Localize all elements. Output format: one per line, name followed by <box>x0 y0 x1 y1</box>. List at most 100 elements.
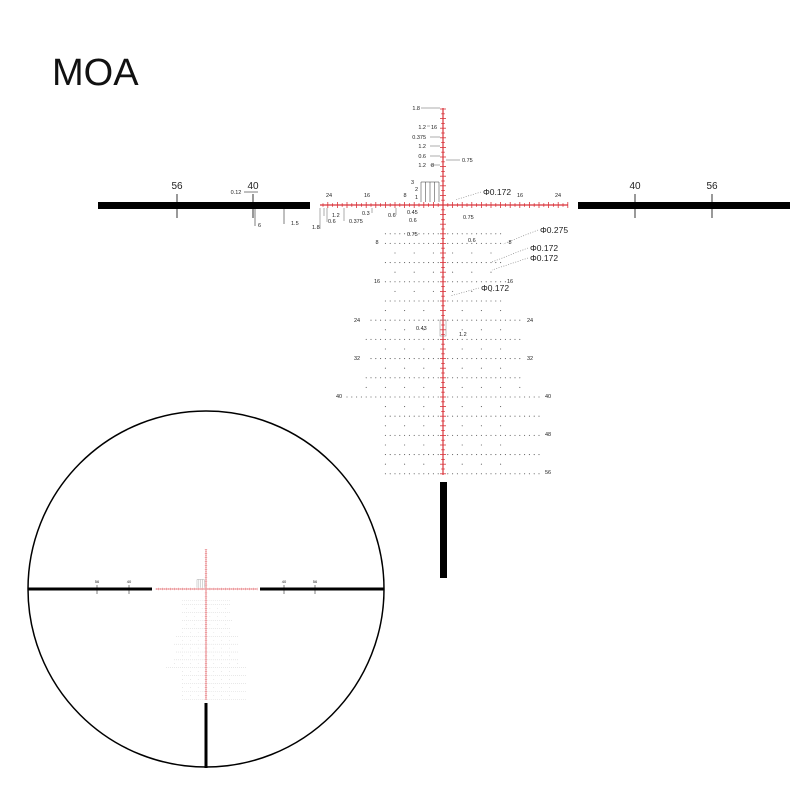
holdover-dot <box>452 262 454 264</box>
holdover-dot <box>461 338 463 340</box>
holdover-dot <box>504 454 506 456</box>
dimension-label: 1.8 <box>312 225 320 231</box>
holdover-dot <box>500 233 502 235</box>
dimension-label: 0.375 <box>349 219 363 225</box>
holdover-dot <box>456 242 458 244</box>
holdover-dot <box>461 386 463 388</box>
holdover-dot <box>408 319 410 321</box>
holdover-dot <box>423 386 425 388</box>
holdover-dot <box>452 271 454 273</box>
holdover-dot <box>500 300 502 302</box>
aiming-box <box>439 319 447 337</box>
right-thick-post <box>578 202 790 209</box>
holdover-dot <box>461 358 463 360</box>
holdover-dot <box>404 463 406 465</box>
holdover-dot <box>509 319 511 321</box>
holdover-dot <box>456 415 458 417</box>
inset-post-label: 40 <box>282 579 287 584</box>
row-label: 56 <box>545 470 551 476</box>
holdover-dot <box>428 415 430 417</box>
holdover-dot <box>413 290 415 292</box>
holdover-dot <box>452 242 454 244</box>
holdover-dot <box>370 319 372 321</box>
holdover-dot <box>365 377 367 379</box>
dimension-label: 16 <box>431 125 437 131</box>
holdover-dot <box>375 358 377 360</box>
holdover-dot <box>514 415 516 417</box>
holdover-dot <box>456 319 458 321</box>
holdover-dot <box>528 396 530 398</box>
holdover-dot <box>404 348 406 350</box>
holdover-dot <box>384 415 386 417</box>
holdover-dot <box>432 396 434 398</box>
holdover-dot <box>404 386 406 388</box>
dimension-label: 0.75 <box>463 215 474 221</box>
holdover-dot <box>452 377 454 379</box>
holdover-dot <box>495 319 497 321</box>
callout-label: Φ0.275 <box>540 225 568 235</box>
holdover-dot <box>447 281 449 283</box>
holdover-dot <box>528 415 530 417</box>
holdover-dot <box>514 358 516 360</box>
holdover-dot <box>480 386 482 388</box>
holdover-dot <box>356 396 358 398</box>
holdover-dot <box>447 233 449 235</box>
holdover-dot <box>480 463 482 465</box>
holdover-dot <box>452 415 454 417</box>
holdover-dot <box>452 396 454 398</box>
holdover-dot <box>466 338 468 340</box>
holdover-dot <box>428 233 430 235</box>
holdover-dot <box>495 396 497 398</box>
holdover-dot <box>432 434 434 436</box>
row-label: 16 <box>507 279 513 285</box>
holdover-dot <box>466 454 468 456</box>
holdover-dot <box>485 319 487 321</box>
holdover-dot <box>528 434 530 436</box>
holdover-dot <box>461 281 463 283</box>
holdover-dot <box>384 300 386 302</box>
holdover-dot <box>452 358 454 360</box>
holdover-dot <box>480 454 482 456</box>
holdover-dot <box>399 242 401 244</box>
dimension-label: 3 <box>411 180 414 186</box>
holdover-dot <box>490 252 492 254</box>
holdover-dot <box>466 233 468 235</box>
page-title: MOA <box>52 52 139 94</box>
holdover-dot <box>466 358 468 360</box>
holdover-dot <box>485 338 487 340</box>
holdover-dot <box>495 454 497 456</box>
holdover-dot <box>509 358 511 360</box>
holdover-dot <box>466 242 468 244</box>
holdover-dot <box>432 271 434 273</box>
holdover-dot <box>509 473 511 475</box>
holdover-dot <box>500 242 502 244</box>
holdover-dot <box>408 281 410 283</box>
holdover-dot <box>404 281 406 283</box>
holdover-dot <box>394 281 396 283</box>
holdover-dot <box>423 319 425 321</box>
dimension-label: 0.6 <box>418 154 426 160</box>
callout-label: Φ0.172 <box>530 243 558 253</box>
holdover-dot <box>423 242 425 244</box>
holdover-dot <box>404 300 406 302</box>
holdover-dot <box>447 415 449 417</box>
holdover-dot <box>524 434 526 436</box>
holdover-dot <box>394 271 396 273</box>
holdover-dot <box>423 396 425 398</box>
holdover-dot <box>504 338 506 340</box>
holdover-dot <box>437 473 439 475</box>
holdover-dot <box>428 281 430 283</box>
holdover-dot <box>384 425 386 427</box>
holdover-dot <box>485 473 487 475</box>
holdover-dot <box>490 290 492 292</box>
holdover-dot <box>423 434 425 436</box>
holdover-dot <box>365 396 367 398</box>
holdover-dot <box>404 425 406 427</box>
holdover-dot <box>495 338 497 340</box>
holdover-dot <box>452 338 454 340</box>
holdover-dot <box>485 281 487 283</box>
holdover-dot <box>399 473 401 475</box>
holdover-dot <box>452 290 454 292</box>
holdover-dot <box>495 415 497 417</box>
holdover-dot <box>504 415 506 417</box>
